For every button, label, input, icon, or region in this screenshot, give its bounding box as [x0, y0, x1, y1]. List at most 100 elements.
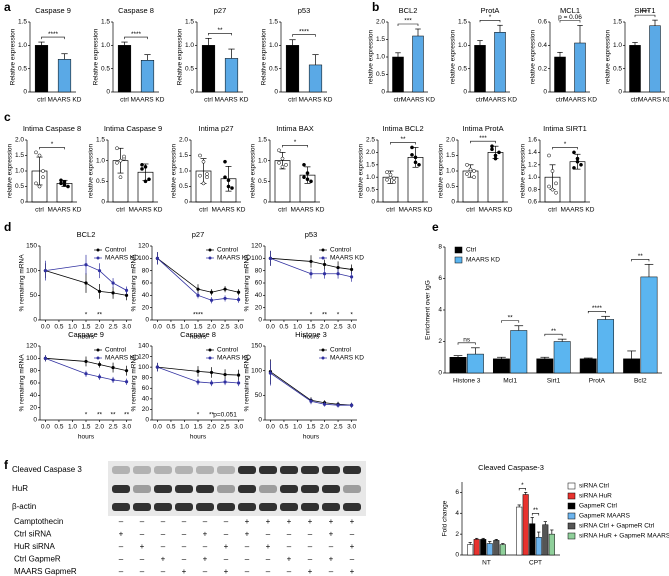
treatment-mark: – [308, 542, 313, 551]
legend-marker [208, 248, 212, 252]
data-point [41, 169, 45, 173]
data-point [118, 158, 123, 163]
sig-label: * [350, 312, 353, 319]
x-tick-label: MAARS KD [561, 207, 595, 214]
sig-label: ** [533, 507, 539, 514]
data-point [336, 272, 340, 276]
legend-marker [321, 348, 325, 352]
legend-label: MAARS KD [105, 255, 139, 262]
x-tick-label: ctrl [556, 97, 565, 104]
bar [553, 341, 571, 374]
x-tick-label: ProtA [589, 378, 606, 385]
y-tick-label: 100 [26, 267, 37, 274]
sig-label: p=0.051 [213, 412, 237, 419]
x-tick-label: 3.0 [347, 424, 356, 431]
y-tick-label: 150 [251, 343, 262, 350]
x-tick-label: ctrl [631, 97, 640, 104]
sig-label: **** [131, 31, 142, 38]
y-tick-label: 2.0 [376, 19, 385, 26]
legend-label: MAARS KD [330, 355, 364, 362]
y-tick-label: 0.5 [269, 65, 278, 72]
y-axis-label: relative expression [520, 144, 527, 199]
data-point [196, 369, 200, 373]
x-tick-label: 2.5 [221, 424, 230, 431]
data-point [493, 153, 498, 158]
treatment-mark: + [350, 567, 355, 576]
y-tick-label: 1.5 [446, 152, 455, 159]
y-tick-label: 0 [451, 199, 455, 206]
legend-label: MAARS KD [217, 355, 251, 362]
y-tick-label: 0 [263, 199, 267, 206]
treatment-mark: – [182, 542, 187, 551]
y-tick-label: 1.0 [179, 168, 188, 175]
y-tick-label: 6 [455, 489, 459, 496]
sig-bracket [552, 147, 578, 150]
panel-label: c [4, 110, 11, 124]
y-tick-label: 1.6 [528, 137, 537, 144]
bar [466, 353, 484, 374]
bar [140, 60, 155, 93]
legend-swatch [454, 256, 463, 264]
y-tick-label: 50 [255, 392, 263, 399]
chart-title: MCL1 [560, 6, 580, 15]
chart-title: Intima Caspase 9 [104, 124, 162, 133]
blot-band [301, 503, 319, 511]
blot-band [154, 466, 172, 474]
x-tick-label: MAARS KD [291, 207, 325, 214]
legend-label: Control [330, 347, 352, 354]
treatment-mark: – [161, 567, 166, 576]
x-tick-label: 0.5 [279, 424, 288, 431]
data-point [115, 160, 119, 165]
blot-band [112, 466, 130, 474]
data-point [572, 150, 576, 155]
data-point [115, 146, 119, 151]
y-tick-label: 0 [33, 417, 37, 424]
y-tick-label: 1.2 [528, 162, 537, 169]
blot-band [217, 485, 235, 493]
treatment-mark: – [140, 530, 145, 539]
data-point [111, 281, 115, 285]
sig-label: **** [48, 31, 59, 38]
data-point [223, 296, 227, 301]
sig-bracket [518, 488, 526, 491]
x-tick-label: 3.0 [234, 324, 243, 331]
treatment-mark: + [287, 517, 292, 526]
x-tick-label: 1.5 [193, 324, 202, 331]
x-tick-label: MAARS KD [48, 207, 82, 214]
y-tick-label: 0 [455, 552, 459, 559]
x-tick-label: MAARS KD [212, 207, 246, 214]
bar [480, 539, 487, 556]
chart-title: Intima SIRT1 [543, 124, 587, 133]
treatment-mark: – [203, 517, 208, 526]
data-point [226, 178, 231, 183]
data-point [490, 144, 494, 149]
bar [579, 358, 597, 374]
bar [308, 64, 323, 93]
sig-label: * [85, 312, 88, 319]
sig-bracket [390, 142, 416, 145]
data-point [388, 172, 393, 177]
bar [640, 276, 658, 374]
data-point [223, 380, 227, 384]
y-tick-label: 1.5 [366, 162, 375, 169]
data-point [268, 256, 273, 260]
x-tick-label: 1.5 [81, 324, 90, 331]
bar [529, 523, 536, 556]
x-tick-label: 0.5 [54, 424, 63, 431]
blot-band [280, 466, 298, 474]
bar [486, 543, 493, 556]
x-tick-label: ctrl [116, 207, 125, 214]
legend-label: Control [330, 247, 352, 254]
bar [492, 358, 510, 374]
sig-label: **** [640, 9, 651, 16]
y-axis-label: relative expression [368, 30, 375, 85]
y-tick-label: 0.5 [15, 183, 24, 190]
data-point [43, 269, 48, 273]
y-tick-label: 60 [30, 380, 38, 387]
bar [34, 45, 49, 93]
data-point [554, 190, 558, 195]
y-tick-label: 1.0 [446, 168, 455, 175]
data-point [147, 177, 151, 182]
data-point [97, 269, 102, 273]
treatment-mark: – [119, 555, 124, 564]
